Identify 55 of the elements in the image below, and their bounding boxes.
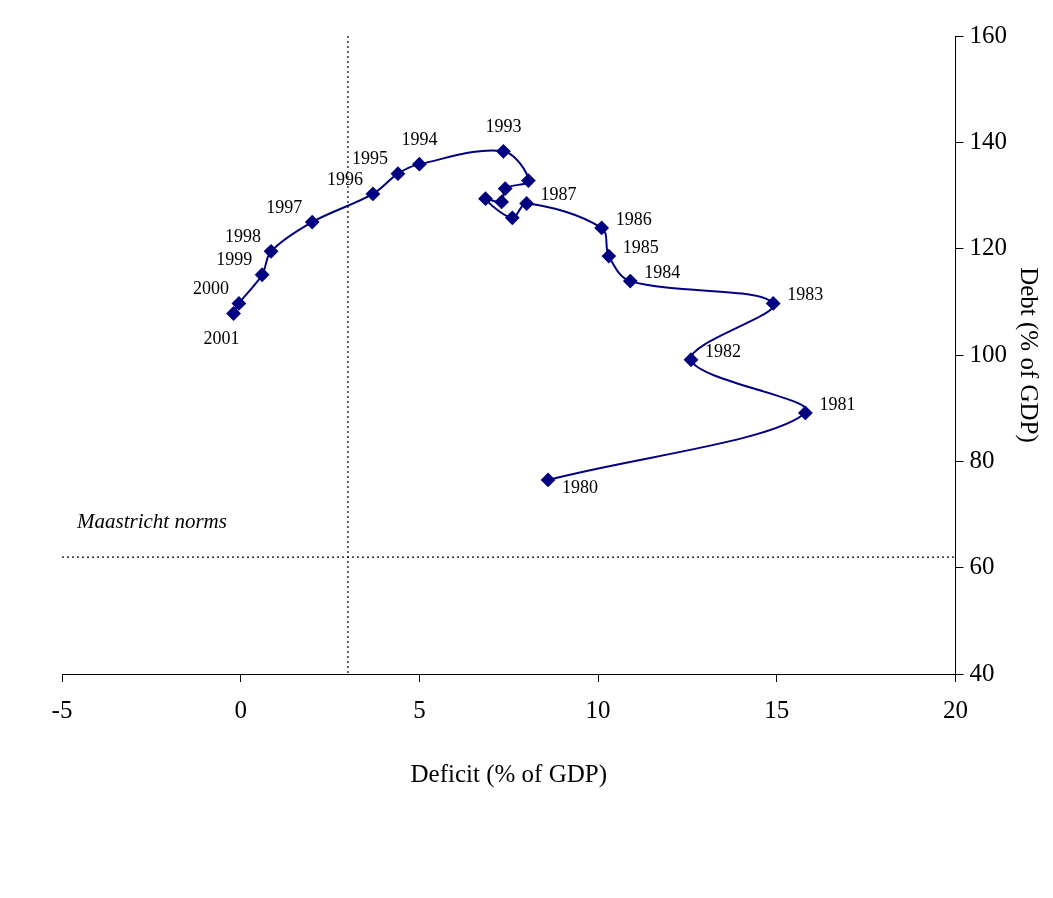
point [601, 249, 616, 264]
point [594, 220, 609, 235]
point [541, 472, 556, 487]
point [305, 215, 320, 230]
annotation: 1986 [615, 208, 652, 229]
point [498, 181, 513, 196]
annotation: 1995 [351, 148, 388, 169]
annotation: 1997 [266, 196, 303, 217]
x-axis-title: Deficit (% of GDP) [410, 759, 607, 788]
annotation: 1996 [326, 168, 363, 189]
point [623, 274, 638, 289]
point [798, 405, 813, 420]
point [226, 306, 241, 321]
point [684, 352, 699, 367]
x-tick-label: 5 [413, 695, 426, 723]
annotation: 1983 [787, 284, 824, 305]
y-tick-label: 120 [969, 233, 1007, 261]
point [496, 144, 511, 159]
point [390, 166, 405, 181]
y-tick-label: 80 [969, 445, 995, 473]
x-tick-label: 0 [234, 695, 247, 723]
x-tick-label: 15 [764, 695, 790, 723]
annotation: 1985 [622, 236, 659, 257]
annotation: 2000 [192, 278, 229, 299]
point [519, 196, 534, 211]
x-tick-label: -5 [51, 695, 73, 723]
annotation: 1981 [819, 393, 856, 414]
point [766, 296, 781, 311]
point [231, 296, 246, 311]
point [264, 244, 279, 259]
x-tick-label: 10 [585, 695, 611, 723]
y-axis-title: Debt (% of GDP) [1015, 267, 1044, 443]
annotation: 2001 [203, 328, 240, 349]
point [494, 194, 509, 209]
point [365, 186, 380, 201]
point [255, 267, 270, 282]
annotation: 1980 [562, 476, 599, 497]
y-tick-label: 160 [969, 20, 1007, 48]
point [521, 173, 536, 188]
annotation: 1998 [225, 226, 262, 247]
annotation: 1994 [401, 128, 438, 149]
y-tick-label: 140 [969, 126, 1007, 154]
point [478, 191, 493, 206]
y-tick-label: 100 [969, 339, 1007, 367]
annotation: 1993 [485, 116, 522, 137]
x-tick-label: 20 [943, 695, 968, 723]
y-tick-label: 40 [969, 658, 995, 686]
point [412, 157, 427, 172]
annotation: 1984 [644, 261, 681, 282]
y-tick-label: 60 [969, 552, 995, 580]
annotation: 1999 [216, 249, 253, 270]
annotation: 1982 [705, 340, 742, 361]
annotation: Maastricht norms [76, 508, 227, 533]
annotation: 1987 [540, 184, 577, 205]
point [505, 210, 520, 225]
